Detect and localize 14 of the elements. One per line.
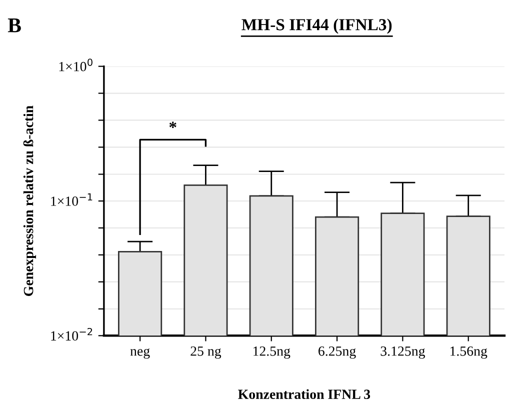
x-tick-label: 3.125ng bbox=[380, 346, 425, 359]
annotation: * bbox=[169, 122, 176, 128]
x-tick-label: neg bbox=[130, 348, 150, 359]
x-tick-label: 25 ng bbox=[190, 346, 222, 359]
y-axis-title: Genexpression relativ zu ß-actin bbox=[23, 106, 36, 296]
x-axis-title: Konzentration IFNL 3 bbox=[238, 389, 370, 400]
y-tick-label: 1×10$^{0}$ bbox=[59, 58, 92, 72]
text: B bbox=[8, 18, 21, 32]
x-tick-label: 1.56ng bbox=[450, 346, 488, 359]
y-tick-label: 1×10$^{−1}$ bbox=[51, 193, 92, 206]
chart-title: MH-S IFI44 (IFNL3) bbox=[242, 18, 392, 34]
x-tick-label: 12.5ng bbox=[253, 346, 290, 359]
y-tick-label: 1×10$^{−2}$ bbox=[51, 328, 92, 341]
x-tick-label: 6.25ng bbox=[318, 346, 356, 359]
